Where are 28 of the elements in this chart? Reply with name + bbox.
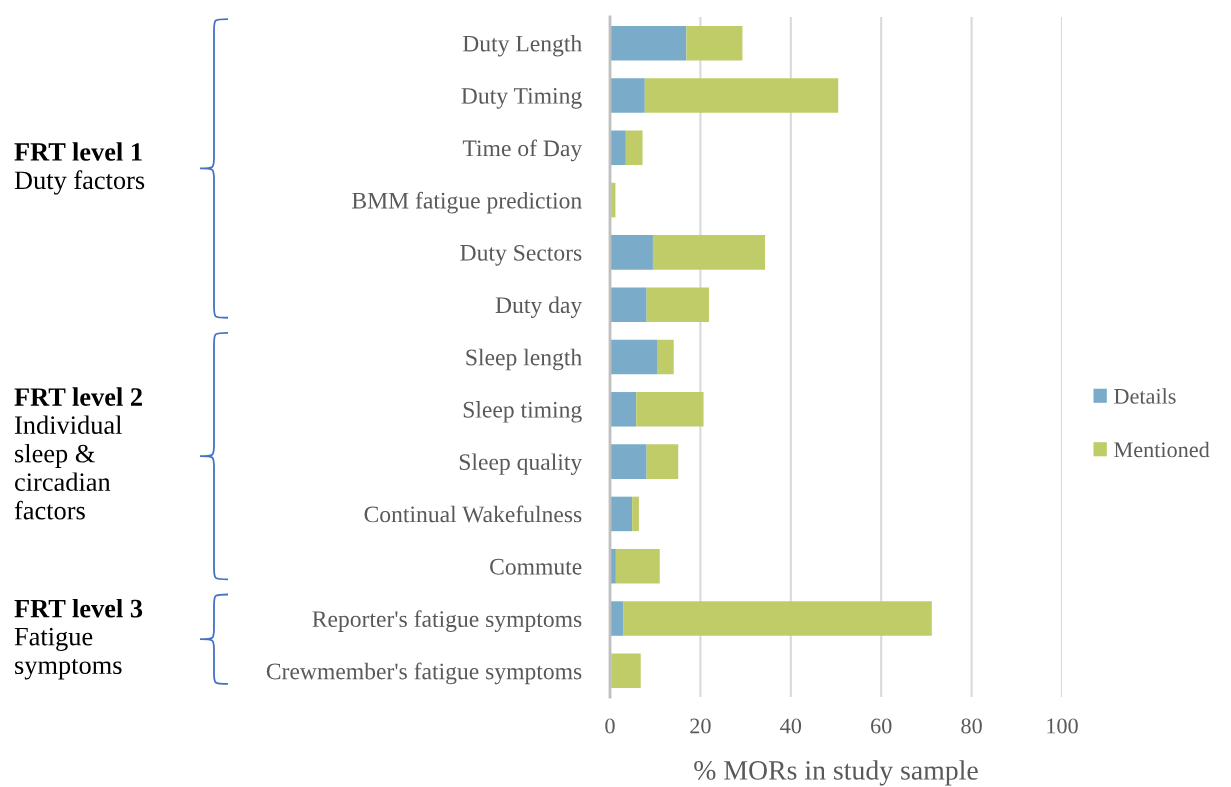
y-tick-label: Duty Timing (461, 87, 582, 109)
text: FRT level 2 (14, 387, 142, 406)
y-tick-label: BMM fatigue prediction (352, 191, 582, 214)
y-tick-label: Commute (490, 558, 582, 575)
text: FRT level 1 (14, 142, 142, 161)
x-tick-label: 40 (780, 718, 802, 734)
text: Fatigue symptoms (14, 627, 122, 680)
y-tick-label: Time of Day (462, 139, 583, 162)
x-tick-label: 80 (961, 718, 982, 734)
x-tick-label: 100 (1047, 718, 1078, 734)
x-tick-label: 0 (605, 718, 615, 734)
y-tick-label: Sleep timing (463, 401, 582, 423)
legend-label: Details (1114, 388, 1176, 404)
text: Duty factors (14, 170, 145, 195)
y-tick-label: Duty Length (462, 34, 582, 57)
y-tick-label: Continual Wakefulness (364, 505, 582, 523)
legend-label: Mentioned (1114, 441, 1210, 458)
y-tick-label: Crewmember's fatigue symptoms (266, 662, 582, 685)
x-axis-title: % MORs in study sample (694, 760, 978, 786)
x-tick-label: 60 (871, 718, 892, 734)
y-tick-label: Duty day (495, 296, 583, 318)
y-tick-label: Sleep quality (459, 453, 583, 475)
x-tick-label: 20 (690, 718, 711, 734)
y-tick-label: Reporter's fatigue symptoms (312, 610, 582, 632)
text: Individual sleep & circadian factors (14, 415, 122, 520)
y-tick-label: Duty Sectors (460, 244, 582, 266)
y-tick-label: Sleep length (466, 348, 582, 371)
text: FRT level 3 (14, 598, 143, 618)
